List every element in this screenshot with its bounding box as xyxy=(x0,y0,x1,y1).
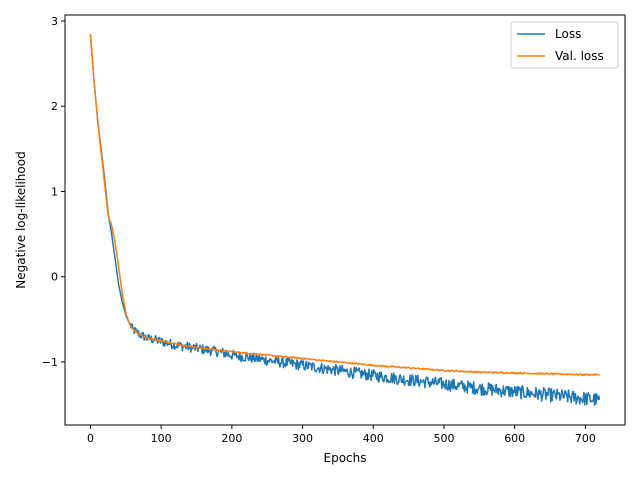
x-tick-label: 700 xyxy=(575,432,596,445)
y-tick-label: 3 xyxy=(51,15,58,28)
y-tick-label: 1 xyxy=(51,185,58,198)
x-tick-label: 100 xyxy=(151,432,172,445)
series-line-val-loss xyxy=(89,33,601,377)
legend-label: Val. loss xyxy=(555,49,604,63)
x-axis: 0 100 200 300 400 500 600 700 xyxy=(87,425,596,445)
x-tick-label: 200 xyxy=(221,432,242,445)
y-tick-label: 2 xyxy=(51,100,58,113)
x-tick-label: 500 xyxy=(433,432,454,445)
y-tick-label: 0 xyxy=(51,271,58,284)
x-axis-label: Epochs xyxy=(324,451,367,465)
legend-label: Loss xyxy=(555,27,581,41)
legend: Loss Val. loss xyxy=(510,21,619,69)
y-tick-label: −1 xyxy=(42,356,58,369)
y-axis: 3 2 1 0 −1 xyxy=(42,15,65,369)
x-tick-label: 0 xyxy=(87,432,94,445)
y-axis-label: Negative log-likelihood xyxy=(14,151,28,288)
series-line-loss xyxy=(89,34,601,406)
plot-frame xyxy=(64,14,626,426)
series-layer xyxy=(89,33,601,406)
x-tick-label: 300 xyxy=(292,432,313,445)
x-tick-label: 400 xyxy=(363,432,384,445)
x-tick-label: 600 xyxy=(504,432,525,445)
